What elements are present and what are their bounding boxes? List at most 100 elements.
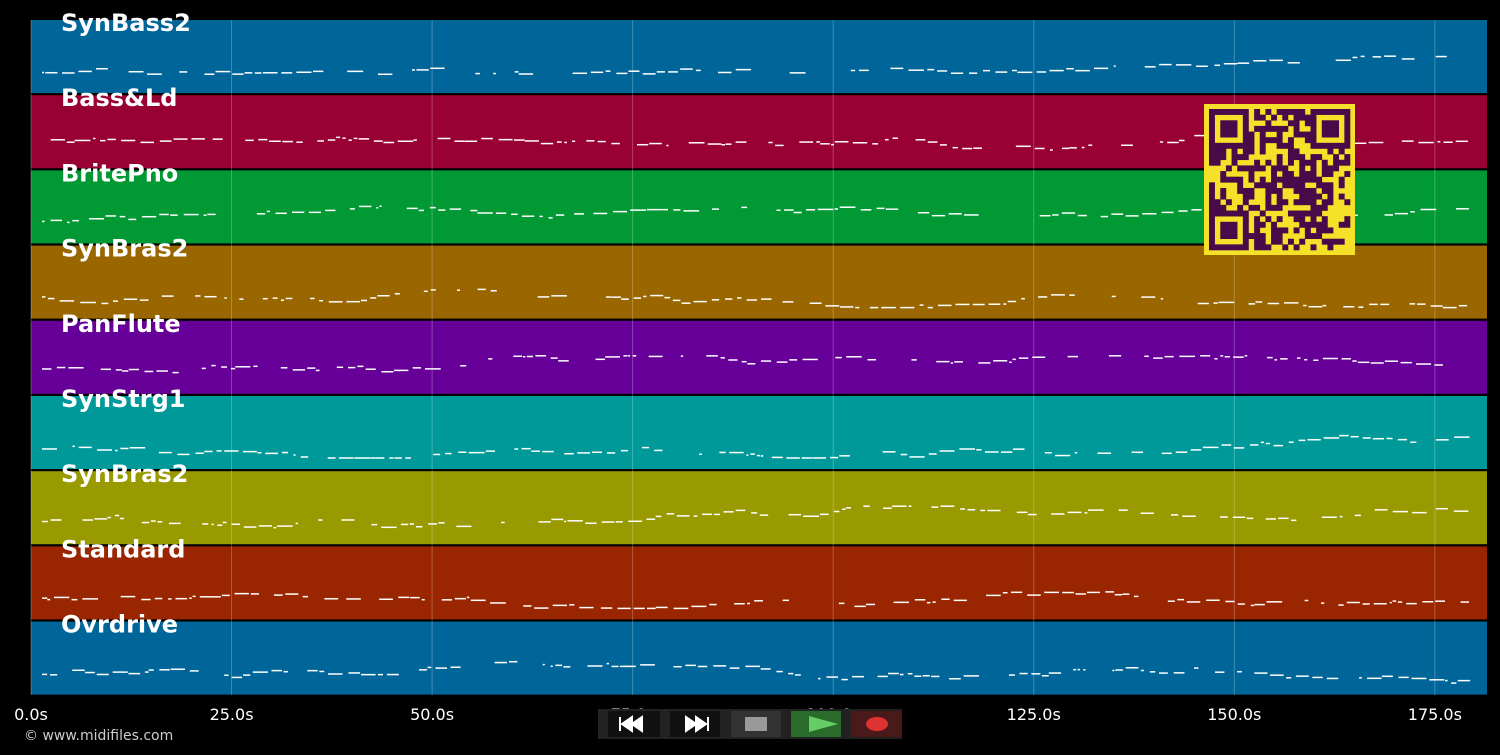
qr-module (1327, 165, 1334, 172)
qr-module (1327, 125, 1334, 132)
qr-module (1310, 114, 1317, 121)
qr-module (1310, 131, 1317, 138)
qr-module (1259, 114, 1266, 121)
qr-module (1242, 125, 1249, 132)
qr-module (1344, 154, 1351, 161)
qr-module (1344, 216, 1351, 223)
qr-module (1304, 176, 1311, 183)
qr-module (1254, 182, 1261, 189)
qr-module (1259, 233, 1266, 240)
qr-module (1310, 165, 1317, 172)
qr-module (1242, 221, 1249, 228)
qr-module (1344, 159, 1351, 166)
qr-module (1271, 204, 1277, 211)
qr-module (1321, 221, 1328, 228)
qr-module (1242, 238, 1249, 245)
qr-module (1265, 159, 1272, 166)
qr-module (1231, 154, 1238, 161)
qr-module (1237, 187, 1244, 194)
qr-module (1259, 182, 1266, 189)
qr-module (1321, 187, 1328, 194)
qr-module (1254, 114, 1261, 121)
qr-module (1287, 210, 1294, 217)
qr-module (1237, 210, 1244, 217)
qr-module (1276, 176, 1283, 183)
qr-module (1231, 221, 1238, 228)
qr-module (1276, 142, 1283, 149)
qr-module (1327, 171, 1334, 177)
qr-module (1254, 244, 1261, 251)
qr-module (1209, 204, 1215, 211)
qr-module (1271, 227, 1277, 234)
qr-module (1321, 238, 1328, 245)
stop-button[interactable] (731, 711, 781, 737)
qr-module (1316, 182, 1323, 189)
qr-module (1271, 165, 1277, 172)
qr-module (1310, 244, 1317, 251)
qr-module (1299, 154, 1306, 161)
track-row (31, 471, 1487, 545)
qr-module (1344, 125, 1351, 132)
qr-module (1209, 227, 1215, 234)
qr-module (1225, 221, 1232, 228)
record-button[interactable] (851, 711, 901, 737)
qr-module (1259, 165, 1266, 172)
qr-module (1287, 159, 1294, 166)
notes (42, 434, 1470, 459)
qr-module (1316, 227, 1323, 234)
qr-module (1248, 204, 1255, 211)
qr-module (1265, 244, 1272, 251)
qr-module (1242, 154, 1249, 161)
qr-module (1237, 154, 1244, 161)
qr-module (1242, 142, 1249, 149)
qr-module (1293, 114, 1300, 121)
track-row (31, 396, 1487, 469)
qr-module (1316, 233, 1323, 240)
qr-module (1248, 176, 1255, 183)
qr-module (1265, 204, 1272, 211)
qr-module (1237, 176, 1244, 183)
qr-module (1327, 148, 1334, 155)
qr-module (1242, 187, 1249, 194)
qr-module (1293, 244, 1300, 251)
qr-module (1310, 154, 1317, 161)
qr-module (1333, 125, 1340, 132)
qr-module (1220, 210, 1227, 217)
qr-module (1310, 159, 1317, 166)
qr-module (1344, 221, 1351, 228)
qr-module (1248, 148, 1255, 155)
qr-module (1321, 182, 1328, 189)
fast-forward-button[interactable] (670, 711, 720, 737)
qr-module (1316, 204, 1323, 211)
qr-module (1310, 193, 1317, 200)
qr-module (1220, 193, 1227, 200)
qr-module (1254, 125, 1261, 132)
track-name: BritePno (61, 159, 178, 187)
qr-module (1333, 238, 1340, 245)
qr-module (1237, 142, 1244, 149)
qr-module (1276, 159, 1283, 166)
qr-module (1259, 238, 1266, 245)
qr-module (1344, 131, 1351, 138)
qr-module (1338, 142, 1345, 149)
qr-module (1209, 159, 1215, 166)
qr-module (1254, 204, 1261, 211)
qr-module (1299, 199, 1306, 206)
qr-module (1225, 210, 1232, 217)
qr-module (1321, 216, 1328, 223)
qr-module (1321, 120, 1328, 127)
qr-module (1225, 109, 1232, 115)
tick-label: 0.0s (14, 705, 48, 724)
qr-module (1287, 171, 1294, 177)
play-button[interactable] (791, 711, 841, 737)
rewind-button[interactable] (608, 711, 660, 737)
qr-module (1299, 238, 1306, 245)
qr-module (1293, 120, 1300, 127)
qr-module (1282, 114, 1289, 121)
qr-module (1276, 216, 1283, 223)
qr-module (1209, 216, 1215, 223)
qr-module (1231, 210, 1238, 217)
qr-module (1259, 210, 1266, 217)
qr-module (1220, 154, 1227, 161)
